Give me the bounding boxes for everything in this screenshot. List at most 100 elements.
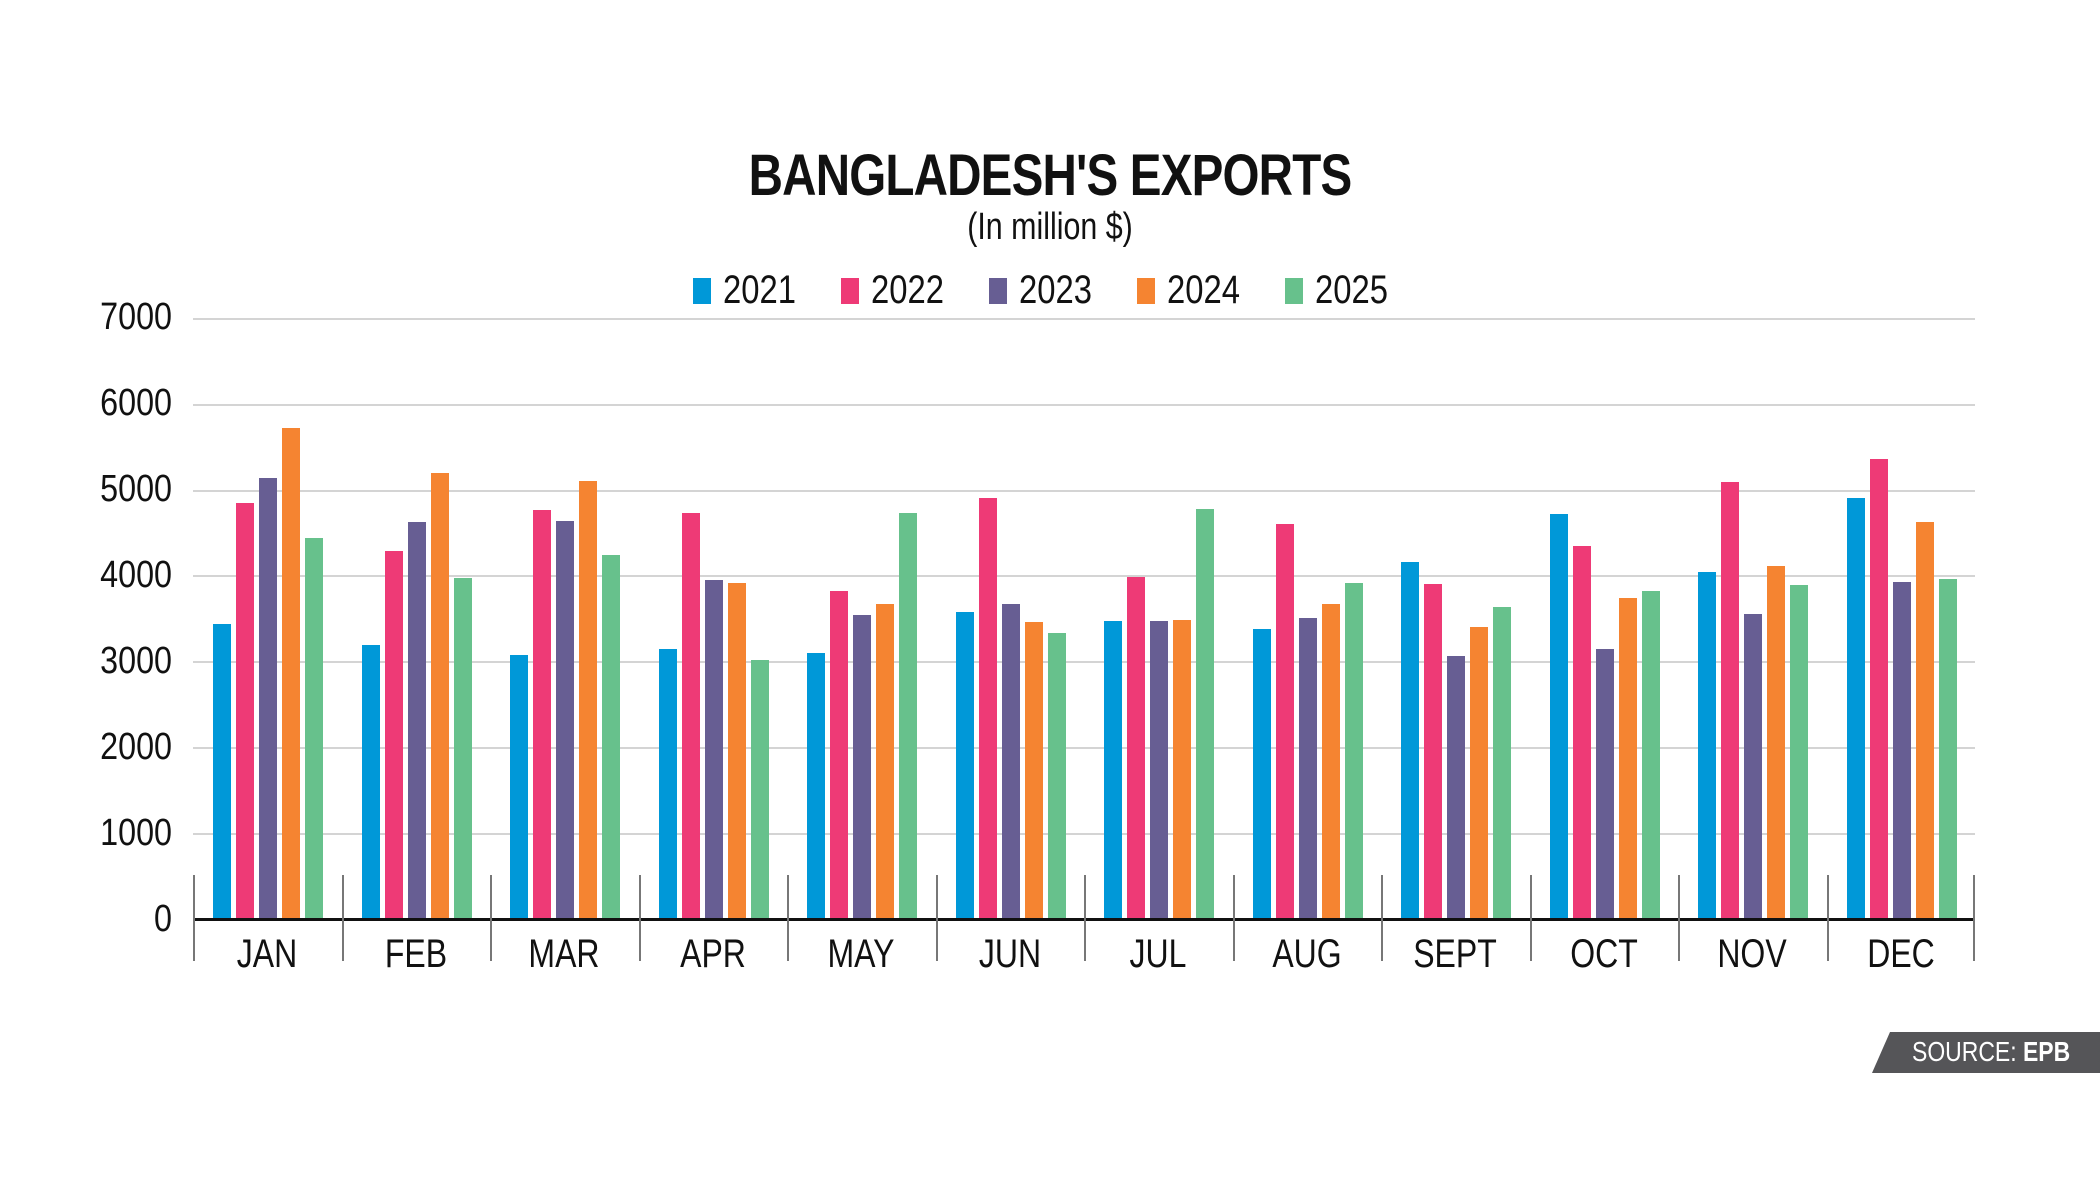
bar-feb-2025 <box>453 578 472 919</box>
bar-jul-2025 <box>1196 509 1214 919</box>
bar-sept-2025 <box>1493 607 1511 919</box>
x-tick-label-dec: DEC <box>1866 932 1935 976</box>
chart-subtitle: (In million $) <box>967 206 1133 248</box>
bar-sept-2022 <box>1424 584 1442 919</box>
bar-apr-2024 <box>727 583 746 919</box>
bar-dec-2024 <box>1915 522 1934 919</box>
y-tick-0: 0 <box>154 898 172 940</box>
legend-item-2021: 2021 <box>693 268 815 313</box>
bar-jan-2022 <box>236 502 254 919</box>
legend-label: 2025 <box>1315 268 1388 312</box>
x-tick-mark <box>490 875 492 961</box>
x-tick-label-feb: FEB <box>384 932 447 976</box>
x-tick-mark <box>193 875 195 961</box>
y-tick-5000: 5000 <box>100 468 172 510</box>
gridline <box>193 490 1975 492</box>
bar-apr-2025 <box>750 659 769 919</box>
legend-label: 2021 <box>723 268 796 312</box>
legend-item-2022: 2022 <box>841 268 963 313</box>
source-prefix: SOURCE: <box>1912 1036 2017 1067</box>
x-tick-mark <box>935 875 938 961</box>
bar-sept-2023 <box>1447 656 1465 919</box>
bar-dec-2023 <box>1892 582 1911 919</box>
source-name: EPB <box>2022 1036 2071 1067</box>
bar-oct-2021 <box>1549 513 1568 919</box>
bar-dec-2021 <box>1846 498 1865 919</box>
legend-label: 2024 <box>1167 268 1240 312</box>
legend-swatch-icon <box>693 277 711 304</box>
x-tick-mark <box>341 875 344 961</box>
bar-aug-2025 <box>1344 583 1363 919</box>
chart-title: BANGLADESH'S EXPORTS <box>748 143 1353 208</box>
bar-feb-2023 <box>407 522 426 919</box>
legend-item-2025: 2025 <box>1285 268 1407 313</box>
legend-label: 2022 <box>871 268 944 312</box>
source-text: SOURCE: EPB <box>1912 1036 2070 1068</box>
bar-dec-2022 <box>1869 458 1888 919</box>
bar-jan-2024 <box>282 427 300 919</box>
bar-may-2023 <box>853 615 871 919</box>
bar-mar-2024 <box>579 481 597 919</box>
gridline <box>193 575 1975 577</box>
bar-jun-2024 <box>1024 621 1043 919</box>
bar-aug-2022 <box>1275 524 1294 919</box>
gridline <box>193 833 1975 835</box>
x-tick-label-sept: SEPT <box>1413 932 1497 976</box>
y-tick-6000: 6000 <box>100 382 172 424</box>
bar-jan-2025 <box>305 537 323 919</box>
bar-oct-2022 <box>1572 545 1591 919</box>
bar-jun-2022 <box>978 498 997 919</box>
y-tick-2000: 2000 <box>100 726 172 768</box>
source-badge: SOURCE: EPB <box>1872 1032 2100 1073</box>
x-tick-label-may: MAY <box>827 932 895 976</box>
bar-oct-2025 <box>1641 591 1660 919</box>
bar-jun-2021 <box>955 612 974 919</box>
bar-apr-2021 <box>658 649 677 919</box>
plot-area <box>193 318 1975 919</box>
bar-aug-2024 <box>1321 603 1340 919</box>
x-tick-mark <box>787 875 789 961</box>
bar-feb-2022 <box>384 550 403 919</box>
bar-jul-2022 <box>1127 577 1145 919</box>
bar-mar-2025 <box>602 554 620 919</box>
bar-oct-2024 <box>1618 597 1637 919</box>
bar-aug-2021 <box>1252 628 1271 919</box>
bar-jul-2021 <box>1104 621 1122 919</box>
bar-may-2024 <box>876 603 894 919</box>
legend-item-2023: 2023 <box>989 268 1111 313</box>
legend-swatch-icon <box>1285 277 1303 304</box>
y-tick-3000: 3000 <box>100 640 172 682</box>
x-tick-mark <box>1678 875 1680 961</box>
legend: 2021 2022 2023 2024 2025 <box>0 268 2100 313</box>
x-tick-label-jun: JUN <box>978 932 1041 976</box>
bar-oct-2023 <box>1595 649 1614 919</box>
x-tick-label-apr: APR <box>679 932 746 976</box>
x-tick-label-jul: JUL <box>1129 932 1187 976</box>
x-tick-mark <box>1826 875 1829 961</box>
legend-swatch-icon <box>841 277 859 304</box>
bar-jul-2024 <box>1173 620 1191 919</box>
x-tick-mark <box>1381 875 1383 961</box>
bar-jan-2023 <box>259 477 277 919</box>
bar-sept-2021 <box>1401 561 1419 919</box>
y-tick-4000: 4000 <box>100 554 172 596</box>
y-tick-1000: 1000 <box>100 812 172 854</box>
bar-may-2025 <box>899 512 917 919</box>
bar-nov-2022 <box>1721 481 1739 919</box>
bar-jul-2023 <box>1150 621 1168 919</box>
x-tick-mark <box>1973 875 1975 961</box>
gridline <box>193 318 1975 320</box>
bar-mar-2022 <box>533 510 551 919</box>
bar-apr-2022 <box>681 512 700 919</box>
x-tick-mark <box>1232 875 1235 961</box>
x-tick-label-mar: MAR <box>528 932 600 976</box>
legend-swatch-icon <box>989 277 1007 304</box>
x-tick-label-aug: AUG <box>1271 932 1342 976</box>
bar-jan-2021 <box>213 623 231 919</box>
bar-feb-2024 <box>430 473 449 919</box>
bar-may-2021 <box>807 652 825 919</box>
gridline <box>193 747 1975 749</box>
x-tick-label-nov: NOV <box>1717 932 1787 976</box>
bar-feb-2021 <box>361 645 380 919</box>
bar-may-2022 <box>830 591 848 919</box>
